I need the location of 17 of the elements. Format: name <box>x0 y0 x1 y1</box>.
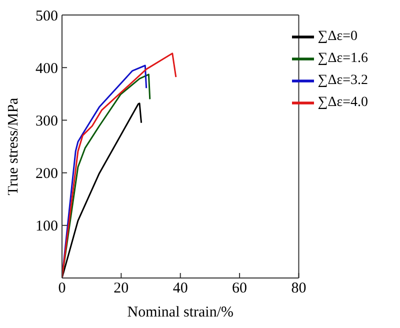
legend-label: ∑Δε=1.6 <box>318 51 368 66</box>
legend-label: ∑Δε=3.2 <box>318 73 368 88</box>
x-tick-label: 40 <box>172 280 188 297</box>
y-tick-label: 400 <box>36 60 58 77</box>
line-series <box>62 52 177 278</box>
line-series <box>62 102 142 278</box>
x-tick-label: 80 <box>291 280 306 297</box>
y-tick-label: 100 <box>36 218 58 235</box>
x-tick-label: 60 <box>232 280 248 297</box>
x-tick-label: 20 <box>114 280 129 297</box>
legend-label: ∑Δε=4.0 <box>318 95 368 110</box>
legend-label: ∑Δε=0 <box>318 29 358 44</box>
y-tick-label: 200 <box>36 166 58 182</box>
x-axis-title: Nominal strain/% <box>127 304 234 321</box>
y-tick-label: 300 <box>36 114 58 130</box>
x-tick-label: 0 <box>58 280 66 297</box>
y-tick-label: 500 <box>36 8 58 24</box>
